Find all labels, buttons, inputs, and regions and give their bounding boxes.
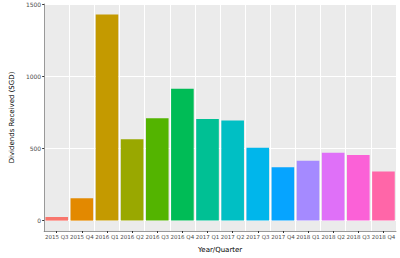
- svg-text:2018 Q1: 2018 Q1: [296, 234, 320, 240]
- svg-text:2016 Q2: 2016 Q2: [120, 234, 144, 240]
- svg-text:2017 Q4: 2017 Q4: [271, 234, 295, 240]
- svg-text:2018 Q3: 2018 Q3: [347, 234, 371, 240]
- svg-text:2017 Q3: 2017 Q3: [246, 234, 270, 240]
- svg-text:2018 Q2: 2018 Q2: [321, 234, 345, 240]
- svg-text:2018 Q4: 2018 Q4: [372, 234, 396, 240]
- svg-text:2016 Q4: 2016 Q4: [171, 234, 195, 240]
- svg-text:2015 Q3: 2015 Q3: [45, 234, 69, 240]
- svg-text:0: 0: [37, 217, 41, 224]
- svg-text:500: 500: [30, 145, 42, 152]
- svg-text:2015 Q4: 2015 Q4: [70, 234, 94, 240]
- svg-text:1500: 1500: [26, 1, 41, 8]
- svg-text:2017 Q1: 2017 Q1: [196, 234, 220, 240]
- svg-text:Year/Quarter: Year/Quarter: [197, 246, 242, 254]
- svg-text:Dividends Received (SGD): Dividends Received (SGD): [8, 71, 16, 163]
- svg-text:1000: 1000: [26, 73, 41, 80]
- svg-text:2017 Q2: 2017 Q2: [221, 234, 245, 240]
- svg-text:2016 Q1: 2016 Q1: [95, 234, 119, 240]
- svg-text:2016 Q3: 2016 Q3: [145, 234, 169, 240]
